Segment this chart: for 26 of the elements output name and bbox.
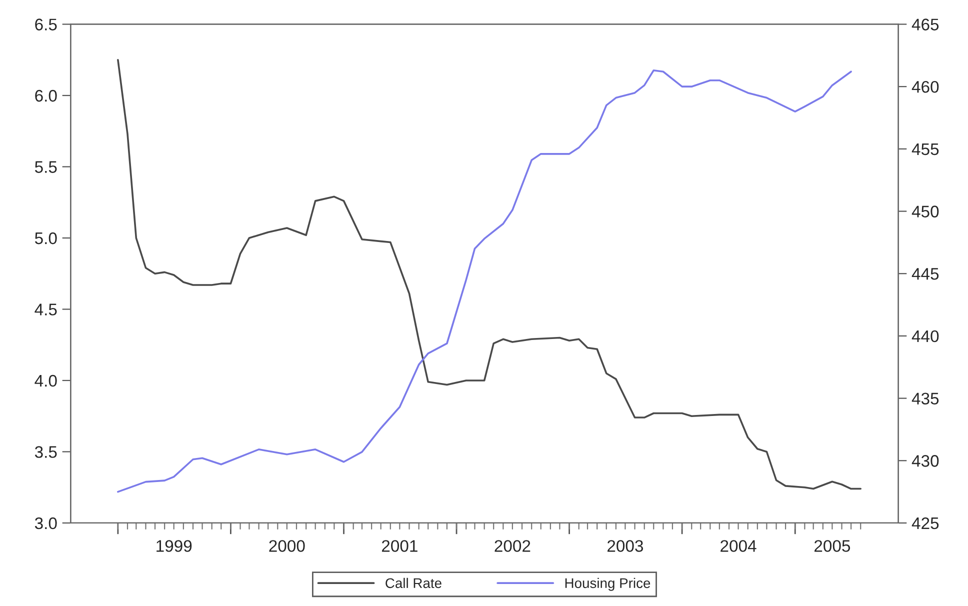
y2-tick-label: 430 [912, 455, 939, 467]
x-tick-label: 2004 [720, 540, 756, 552]
x-tick-label: 2002 [494, 540, 530, 552]
legend-label: Housing Price [565, 578, 650, 591]
legend-label: Call Rate [386, 578, 442, 588]
y-tick-label: 3.0 [34, 517, 57, 530]
y2-tick-label: 440 [912, 330, 939, 342]
y2-tick-label: 445 [912, 268, 939, 280]
x-tick-label: 2000 [269, 540, 305, 552]
y2-tick-label: 450 [912, 206, 939, 218]
y-tick-label: 5.0 [34, 232, 57, 244]
x-tick-label: 2005 [814, 540, 850, 552]
y-tick-label: 3.5 [34, 446, 57, 458]
y-tick-label: 6.5 [35, 18, 57, 30]
x-tick-label: 1999 [156, 540, 192, 552]
y2-tick-label: 425 [912, 517, 939, 530]
y-tick-label: 6.0 [35, 90, 57, 102]
x-tick-label: 2001 [382, 540, 418, 552]
y-tick-label: 4.5 [34, 304, 57, 316]
y-tick-label: 4.0 [34, 374, 57, 387]
y2-tick-label: 460 [912, 80, 939, 93]
y2-tick-label: 435 [912, 392, 939, 404]
y2-tick-label: 455 [912, 143, 939, 156]
x-tick-label: 2003 [608, 540, 644, 552]
y-tick-label: 5.5 [34, 161, 57, 173]
y2-tick-label: 465 [912, 18, 939, 30]
